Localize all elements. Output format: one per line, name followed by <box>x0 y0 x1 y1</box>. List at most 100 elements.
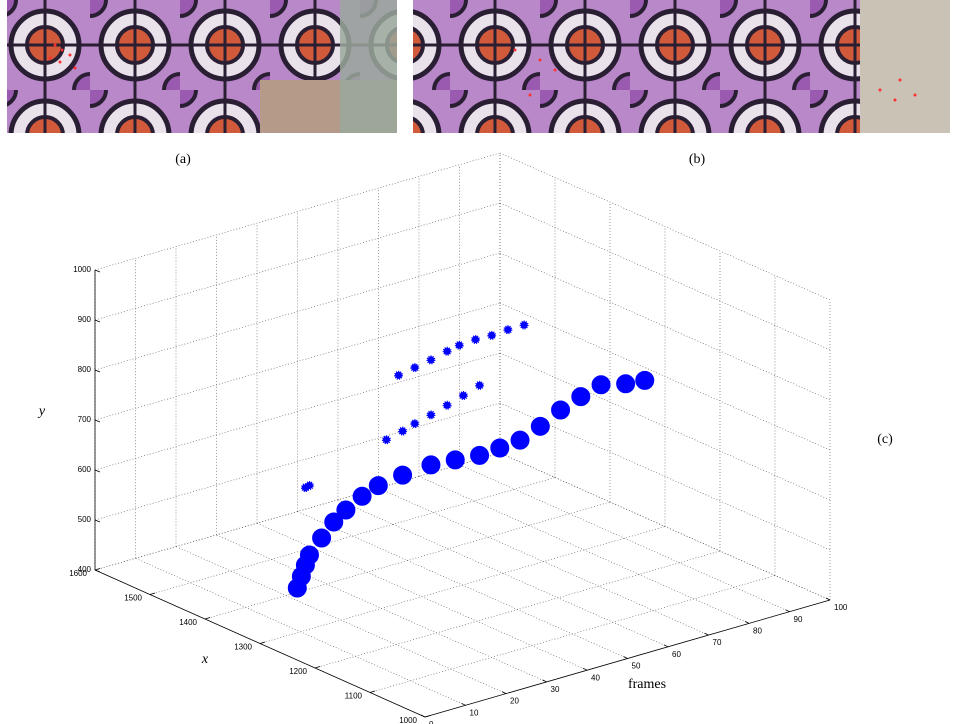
grid-line <box>499 202 831 351</box>
x-tick-label: 1500 <box>124 594 142 603</box>
panel-label: (a) <box>175 152 191 167</box>
point <box>336 500 356 520</box>
point <box>591 375 611 395</box>
point <box>471 335 480 345</box>
point <box>503 325 513 335</box>
point <box>421 455 441 475</box>
point <box>368 476 388 496</box>
point <box>454 340 464 350</box>
grid-line <box>499 252 831 401</box>
tick-mark <box>623 656 628 659</box>
tick-mark <box>582 667 588 671</box>
tick-mark <box>94 369 101 373</box>
grid-line <box>149 477 556 595</box>
point <box>571 387 591 407</box>
grid-line <box>337 499 669 648</box>
y-tick-label: 1000 <box>73 265 91 274</box>
x-tick-label: 1000 <box>399 716 417 724</box>
tick-mark <box>94 569 101 573</box>
y-tick-label: 700 <box>78 415 92 424</box>
grid-line <box>216 534 547 683</box>
point <box>635 370 655 390</box>
x-tick-label: 1200 <box>289 667 307 676</box>
grid-line <box>418 476 750 624</box>
grid-line <box>256 522 588 671</box>
tick-mark <box>94 319 101 323</box>
point <box>410 419 420 429</box>
point <box>442 400 452 410</box>
tick-mark <box>204 617 211 620</box>
grid-line <box>135 558 466 706</box>
y-tick-label: 800 <box>78 365 92 374</box>
z-tick-label: 10 <box>470 708 479 717</box>
tick-mark <box>94 419 101 423</box>
z-tick-label: 60 <box>672 650 681 659</box>
y-tick-label: 900 <box>78 315 92 324</box>
point <box>530 416 550 436</box>
point <box>487 330 497 340</box>
y-tick-label: 400 <box>78 565 92 574</box>
point <box>393 465 413 485</box>
tick-mark <box>94 469 101 473</box>
y-axis-title: y <box>37 404 46 419</box>
z-tick-label: 40 <box>591 673 600 682</box>
tick-mark <box>825 597 831 601</box>
tick-mark <box>369 690 376 693</box>
tick-mark <box>704 632 709 636</box>
grid-line <box>499 402 831 551</box>
point <box>410 363 420 373</box>
y-tick-label: 500 <box>78 515 92 524</box>
grid-line <box>94 152 501 271</box>
panel-label: (c) <box>877 432 893 447</box>
point <box>470 445 490 465</box>
tick-mark <box>314 666 321 669</box>
tick-mark <box>259 641 266 644</box>
grid-line <box>459 464 790 612</box>
y-tick-label: 600 <box>78 465 92 474</box>
tick-mark <box>94 519 101 523</box>
z-tick-label: 0 <box>429 720 434 724</box>
grid-line <box>499 452 831 601</box>
z-tick-label: 100 <box>834 603 848 612</box>
grid-line <box>297 511 628 659</box>
z-axis-title: frames <box>628 677 666 692</box>
point <box>426 410 436 420</box>
point <box>299 545 319 565</box>
panel-label: (b) <box>689 152 706 167</box>
point <box>490 438 510 458</box>
grid-line <box>175 546 507 694</box>
x-tick-label: 1300 <box>234 643 252 652</box>
point <box>381 435 391 445</box>
tick-mark <box>94 568 101 571</box>
point <box>510 430 530 450</box>
point <box>519 320 529 330</box>
z-tick-label: 90 <box>794 615 803 624</box>
grid-line <box>94 452 501 571</box>
point <box>458 391 468 401</box>
point <box>442 346 452 356</box>
x-axis-title: x <box>201 652 209 667</box>
grid-line <box>94 352 501 471</box>
z-tick-label: 50 <box>632 662 641 671</box>
x-tick-label: 1400 <box>179 618 197 627</box>
tick-mark <box>94 269 101 273</box>
grid-line <box>94 252 501 371</box>
point <box>551 400 571 420</box>
x-tick-label: 1100 <box>345 692 363 701</box>
photo-b <box>413 0 950 133</box>
z-tick-label: 80 <box>753 627 762 636</box>
x-tick-label: 1600 <box>69 569 87 578</box>
point <box>398 426 408 436</box>
tick-mark <box>744 621 750 624</box>
tick-mark <box>149 592 156 595</box>
point <box>352 486 372 506</box>
point <box>324 512 344 532</box>
point <box>616 374 636 394</box>
grid-line <box>499 152 831 301</box>
tick-mark <box>461 702 466 706</box>
tick-mark <box>663 644 669 648</box>
z-tick-label: 20 <box>510 697 519 706</box>
grid-line <box>94 202 501 321</box>
photo-a <box>7 0 397 133</box>
grid-line <box>499 352 831 501</box>
